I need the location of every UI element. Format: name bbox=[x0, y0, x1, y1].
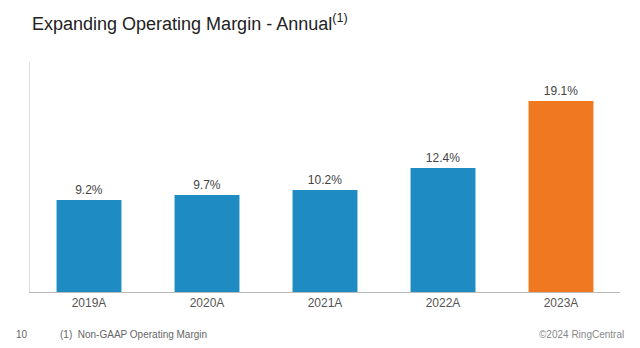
svg-text:9.7%: 9.7% bbox=[193, 178, 221, 192]
svg-text:19.1%: 19.1% bbox=[544, 84, 578, 98]
svg-text:2023A: 2023A bbox=[544, 296, 579, 310]
svg-text:Expanding Operating Margin - A: Expanding Operating Margin - Annual​(1)​ bbox=[32, 11, 348, 34]
svg-text:2020A: 2020A bbox=[190, 296, 225, 310]
svg-text:2022A: 2022A bbox=[426, 296, 461, 310]
svg-text:9.2%: 9.2% bbox=[75, 183, 103, 197]
svg-text:©2024 RingCentral: ©2024 RingCentral bbox=[539, 329, 624, 340]
svg-text:2019A: 2019A bbox=[72, 296, 107, 310]
svg-text:(1) Non-GAAP Operating Margin: (1) Non-GAAP Operating Margin bbox=[60, 329, 207, 340]
svg-text:12.4%: 12.4% bbox=[426, 151, 460, 165]
svg-text:2021A: 2021A bbox=[308, 296, 343, 310]
svg-text:10.2%: 10.2% bbox=[308, 173, 342, 187]
svg-text:10: 10 bbox=[16, 329, 28, 340]
